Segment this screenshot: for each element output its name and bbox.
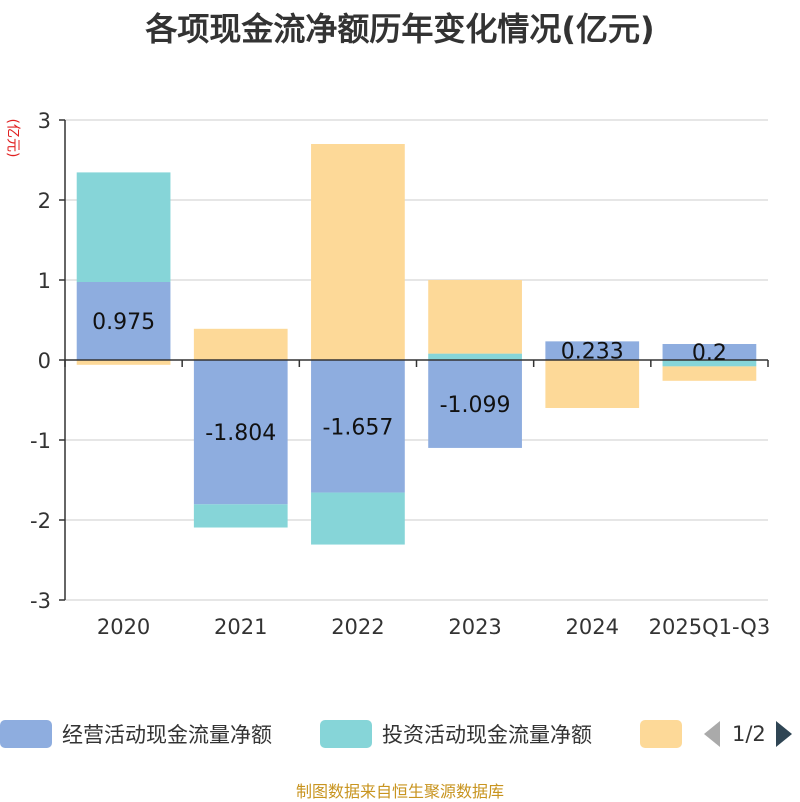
y-tick-label: -3 [30,589,51,613]
chart-title: 各项现金流净额历年变化情况(亿元) [145,10,655,48]
data-label: -1.657 [322,415,393,440]
bar-series1-2025Q1-Q3 [662,360,757,367]
x-tick-label: 2024 [566,615,619,639]
bar-series2-2025Q1-Q3 [662,366,757,381]
bars-layer [76,144,757,545]
bar-series2-2024 [545,360,640,408]
legend-next-icon[interactable] [775,721,792,747]
legend-page-indicator: 1/2 [732,722,766,746]
data-label: -1.099 [440,393,511,418]
x-tick-label: 2023 [448,615,501,639]
legend-item-operating[interactable]: 经营活动现金流量净额 [0,714,272,754]
labels-layer: 0.975 -1.804 -1.657 -1.099 0.233 0.2 [92,310,727,446]
legend-swatch [0,720,52,748]
y-tick-label: 2 [38,189,51,213]
legend: 经营活动现金流量净额 投资活动现金流量净额 1/2 [0,714,800,754]
legend-label: 投资活动现金流量净额 [382,723,592,747]
data-label: 0.975 [92,310,155,335]
legend-label: 经营活动现金流量净额 [62,723,272,747]
bar-series0-2023 [428,360,522,448]
bar-series0-2020 [76,282,171,360]
bar-series2-2023 [428,280,522,354]
y-tick-label: 1 [38,269,51,293]
bar-series2-2021 [193,328,288,360]
y-tick-label: 0 [38,349,51,373]
legend-swatch [320,720,372,748]
bar-series0-2025Q1-Q3 [662,344,757,360]
data-label: 0.233 [561,340,624,365]
axis-layer: 3 2 1 0 -1 -2 -3 2020 2021 2022 2023 2024 2025Q1-Q3 [30,109,770,639]
bar-series2-2022 [311,144,405,360]
y-tick-label: -1 [30,429,51,453]
legend-prev-icon[interactable] [704,721,720,747]
data-source-note: 制图数据来自恒生聚源数据库 [295,782,504,801]
x-tick-label: 2025Q1-Q3 [649,615,771,639]
data-label: -1.804 [205,421,276,446]
legend-item-third[interactable] [640,714,682,754]
bar-series1-2023 [428,353,522,360]
y-tick-label: 3 [38,109,51,133]
bar-series0-2024 [545,341,640,360]
bar-series0-2021 [193,360,288,505]
bar-series1-2021 [193,504,288,528]
bar-series0-2022 [311,360,405,493]
x-tick-label: 2020 [97,615,150,639]
bar-series1-2020 [76,172,171,282]
legend-swatch [640,720,682,748]
bar-series1-2022 [311,492,405,545]
data-label: 0.2 [692,341,727,366]
y-tick-label: -2 [30,509,51,533]
legend-pager: 1/2 [700,714,800,754]
x-tick-label: 2021 [214,615,267,639]
legend-item-investing[interactable]: 投资活动现金流量净额 [320,714,592,754]
x-tick-label: 2022 [331,615,384,639]
bar-series2-2020 [76,360,171,365]
